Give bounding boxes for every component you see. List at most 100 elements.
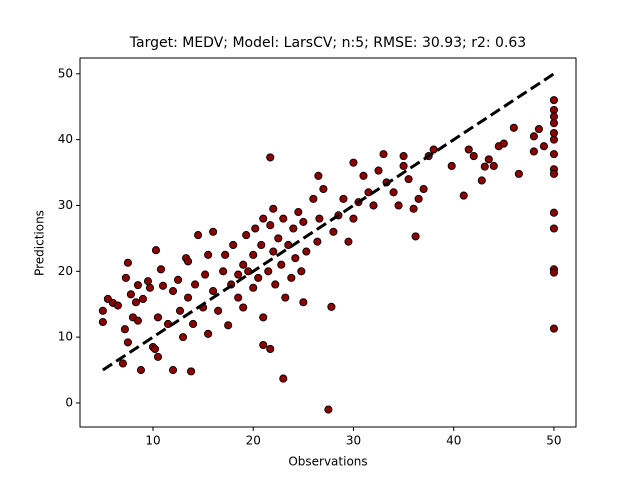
point: [291, 254, 300, 263]
point: [529, 132, 538, 141]
point: [264, 267, 273, 276]
point: [539, 142, 548, 151]
point: [259, 214, 268, 223]
point: [549, 150, 558, 159]
point: [184, 257, 193, 266]
x-axis-label: Observations: [288, 455, 367, 469]
point: [281, 293, 290, 302]
point: [549, 135, 558, 144]
point: [299, 217, 308, 226]
point: [178, 333, 188, 342]
point: [201, 270, 210, 279]
point: [153, 352, 163, 361]
y-tick-label: 20: [58, 264, 73, 278]
point: [219, 267, 228, 276]
point: [249, 283, 258, 292]
point: [339, 194, 348, 203]
point: [379, 150, 388, 159]
point: [529, 147, 538, 156]
point: [191, 280, 200, 289]
point: [534, 125, 543, 134]
point: [329, 227, 338, 236]
y-tick-label: 10: [58, 330, 73, 344]
point: [299, 298, 308, 307]
point: [549, 129, 558, 138]
point: [184, 293, 193, 302]
point: [259, 313, 268, 322]
point: [399, 152, 408, 161]
point: [477, 176, 486, 185]
point: [489, 161, 498, 171]
y-tick-label: 0: [65, 395, 73, 409]
point: [297, 267, 306, 276]
point: [549, 208, 558, 217]
point: [189, 319, 198, 329]
point: [266, 153, 275, 162]
point: [187, 367, 196, 376]
point: [221, 250, 230, 259]
point: [549, 268, 558, 277]
point: [344, 237, 353, 246]
point: [98, 306, 107, 315]
point: [158, 281, 168, 290]
point: [266, 221, 275, 230]
point: [126, 290, 135, 299]
point: [150, 344, 160, 354]
point: [175, 306, 185, 315]
point: [121, 273, 130, 282]
point: [549, 112, 558, 121]
x-tick-label: 40: [446, 434, 461, 448]
point: [214, 306, 223, 315]
point: [399, 161, 408, 171]
point: [209, 287, 218, 296]
point: [131, 298, 140, 307]
point: [98, 317, 107, 327]
x-tick-label: 20: [246, 434, 261, 448]
point: [359, 171, 368, 180]
point: [480, 162, 489, 171]
y-tick-label: 30: [58, 198, 73, 212]
point: [315, 214, 324, 223]
point: [302, 247, 311, 256]
point: [239, 303, 248, 312]
point: [549, 324, 558, 333]
point: [145, 283, 155, 292]
point: [287, 273, 296, 282]
point: [209, 227, 218, 236]
point: [156, 265, 166, 274]
point: [404, 175, 413, 184]
point: [327, 302, 336, 311]
point: [269, 247, 278, 256]
point: [239, 260, 248, 269]
point: [309, 194, 318, 203]
point: [173, 275, 183, 284]
point: [429, 145, 438, 154]
point: [168, 366, 178, 375]
y-tick-label: 50: [58, 66, 73, 80]
point: [469, 152, 478, 161]
point: [204, 250, 213, 259]
point: [242, 231, 251, 240]
point: [274, 234, 283, 243]
point: [414, 194, 423, 203]
point: [168, 287, 178, 296]
point: [409, 204, 418, 213]
chart-title: Target: MEDV; Model: LarsCV; n:5; RMSE: …: [129, 35, 526, 51]
point: [549, 119, 558, 128]
point: [484, 155, 493, 164]
point: [257, 240, 266, 250]
point: [123, 338, 132, 347]
point: [499, 139, 508, 148]
x-tick-label: 30: [346, 434, 361, 448]
point: [194, 231, 203, 240]
point: [349, 158, 358, 167]
point: [123, 258, 132, 267]
point: [294, 208, 303, 217]
point: [133, 316, 142, 325]
point: [509, 123, 518, 132]
x-tick-label: 50: [546, 434, 561, 448]
point: [447, 161, 456, 171]
point: [251, 224, 260, 233]
point: [138, 294, 148, 304]
